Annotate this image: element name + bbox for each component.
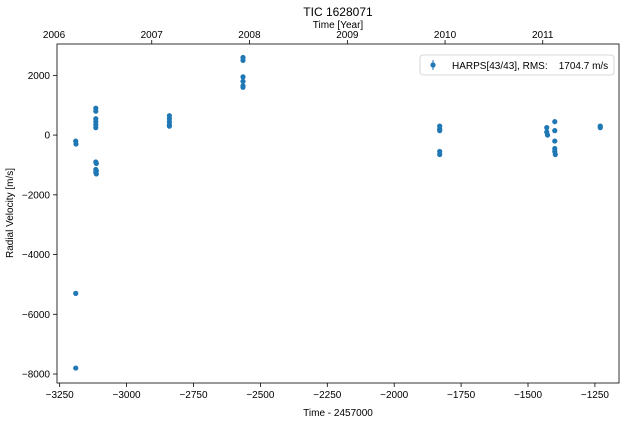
x-tick-label: −3250	[46, 390, 75, 401]
legend-marker	[430, 62, 436, 68]
top-tick-label: 2011	[532, 30, 554, 41]
data-point	[93, 168, 99, 174]
data-point	[166, 123, 172, 129]
data-point	[73, 141, 79, 147]
x-tick-label: −1250	[581, 390, 610, 401]
data-point	[437, 151, 443, 158]
x-tick-label: −2500	[246, 390, 275, 401]
y-tick-label: −2000	[22, 190, 51, 201]
top-tick-label: 2007	[141, 30, 164, 41]
top-axis-label: Time [Year]	[313, 20, 364, 31]
y-tick-label: −8000	[22, 370, 51, 381]
data-point	[437, 128, 443, 134]
y-axis-label: Radial Velocity [m/s]	[5, 168, 16, 258]
x-tick-label: −2000	[380, 390, 409, 401]
top-axis-ticks: 2006 2007 2008 2009 2010 2011	[43, 30, 554, 44]
data-point	[240, 57, 246, 64]
data-point	[73, 290, 79, 296]
x-tick-label: −1500	[514, 390, 543, 401]
data-point	[93, 160, 99, 167]
data-points	[73, 54, 603, 371]
chart-title: TIC 1628071	[303, 5, 373, 19]
y-tick-label: −6000	[22, 310, 51, 321]
data-point	[73, 365, 79, 371]
x-tick-label: −2750	[179, 390, 208, 401]
top-tick-label: 2010	[434, 30, 457, 41]
data-point	[544, 125, 550, 131]
plot-area	[56, 43, 620, 384]
x-tick-label: −3000	[113, 390, 142, 401]
y-tick-label: 0	[44, 131, 50, 142]
data-point	[552, 138, 558, 144]
data-point	[552, 151, 558, 158]
y-axis-ticks: −8000 −6000 −4000 −2000 0 2000	[22, 71, 57, 381]
top-tick-label: 2009	[336, 30, 359, 41]
data-point	[544, 132, 551, 138]
data-point	[240, 84, 246, 90]
x-axis-label: Time - 2457000	[303, 408, 373, 419]
x-tick-label: −1750	[447, 390, 476, 401]
legend-box	[419, 54, 615, 76]
x-axis-ticks: −3250 −3000 −2750 −2500 −2250 −2000 −1750 −1500…	[46, 383, 610, 401]
legend-label: HARPS[43/43], RMS: 1704.7 m/s	[452, 61, 608, 72]
legend: HARPS[43/43], RMS: 1704.7 m/s	[419, 54, 615, 76]
y-tick-label: −4000	[22, 250, 51, 261]
top-tick-label: 2006	[43, 30, 66, 41]
top-tick-label: 2008	[238, 30, 261, 41]
data-point	[93, 125, 99, 131]
data-point	[597, 125, 603, 131]
data-point	[240, 78, 246, 84]
x-tick-label: −2250	[313, 390, 342, 401]
data-point	[240, 74, 246, 80]
data-point	[552, 128, 558, 134]
data-point	[93, 108, 99, 114]
y-tick-label: 2000	[28, 71, 51, 82]
data-point	[552, 119, 558, 125]
